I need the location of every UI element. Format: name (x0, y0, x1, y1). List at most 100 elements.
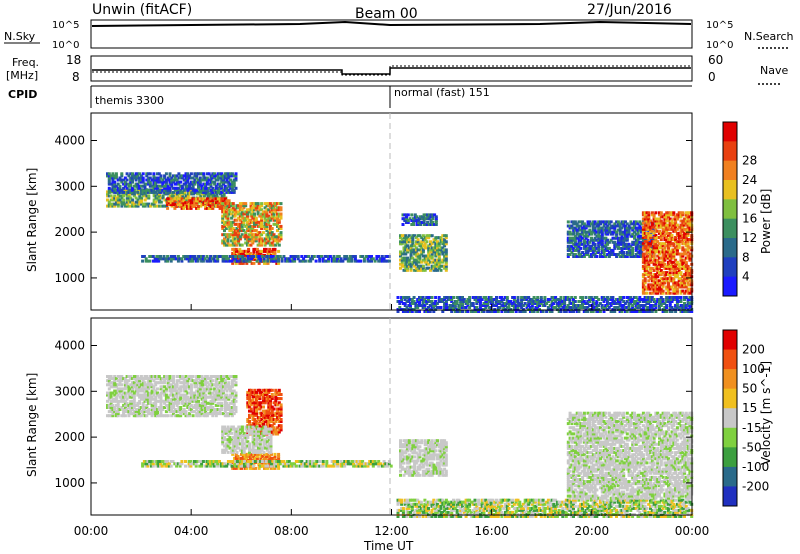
range-gate-cell (641, 289, 645, 293)
range-gate-cell (270, 231, 274, 235)
range-gate-cell (246, 212, 249, 216)
range-gate-cell (471, 296, 475, 299)
range-gate-cell (398, 300, 402, 303)
range-gate-cell (643, 300, 647, 303)
range-gate-cell (116, 375, 120, 378)
range-gate-cell (141, 176, 145, 180)
range-gate-cell (167, 197, 171, 201)
range-gate-cell (423, 260, 427, 264)
range-gate-cell (421, 296, 425, 299)
range-gate-cell (482, 302, 486, 305)
range-gate-cell (415, 215, 419, 219)
range-gate-cell (237, 255, 241, 258)
range-gate-cell (127, 412, 131, 416)
range-gate-cell (416, 248, 420, 252)
range-gate-cell (253, 237, 256, 241)
range-gate-cell (214, 186, 218, 190)
range-gate-cell (336, 257, 340, 261)
range-gate-cell (622, 232, 626, 236)
range-gate-cell (616, 220, 620, 224)
range-gate-cell (150, 389, 154, 393)
range-gate-cell (382, 257, 386, 261)
range-gate-cell (235, 222, 239, 226)
range-gate-cell (688, 223, 692, 227)
range-gate-cell (611, 230, 615, 234)
range-gate-cell (399, 242, 402, 246)
range-gate-cell (220, 194, 224, 198)
range-gate-cell (627, 224, 631, 228)
range-gate-cell (661, 221, 665, 225)
range-gate-cell (177, 391, 181, 395)
range-gate-cell (201, 255, 205, 258)
range-gate-cell (541, 304, 545, 307)
range-gate-cell (225, 259, 229, 263)
range-gate-cell (111, 196, 115, 200)
range-gate-cell (166, 255, 170, 258)
range-gate-cell (667, 291, 670, 295)
range-gate-cell (282, 255, 286, 258)
range-gate-cell (686, 264, 690, 268)
range-gate-cell (633, 222, 636, 226)
range-gate-cell (272, 214, 276, 218)
range-gate-cell (410, 302, 414, 305)
range-gate-cell (670, 266, 674, 270)
range-gate-cell (265, 233, 269, 237)
range-gate-cell (350, 259, 354, 263)
range-gate-cell (279, 235, 283, 239)
range-gate-cell (198, 255, 202, 258)
range-gate-cell (225, 257, 229, 261)
range-gate-cell (643, 219, 647, 223)
range-gate-cell (109, 408, 113, 411)
range-gate-cell (218, 203, 222, 207)
range-gate-cell (215, 197, 218, 201)
range-gate-cell (534, 306, 538, 309)
range-gate-cell (409, 262, 413, 266)
range-gate-cell (453, 304, 457, 307)
range-gate-cell (606, 253, 610, 256)
range-gate-cell (414, 240, 418, 244)
range-gate-cell (622, 253, 626, 256)
range-gate-cell (443, 238, 447, 242)
range-gate-cell (647, 271, 651, 275)
range-gate-cell (346, 259, 350, 263)
range-gate-cell (231, 235, 235, 239)
range-gate-cell (228, 243, 232, 247)
range-gate-cell (150, 184, 154, 188)
range-gate-cell (172, 174, 175, 178)
range-gate-cell (138, 196, 142, 200)
range-gate-cell (168, 174, 172, 178)
range-gate-cell (136, 200, 140, 204)
range-gate-cell (616, 236, 620, 240)
range-gate-cell (226, 237, 230, 241)
range-gate-cell (593, 302, 597, 305)
range-gate-cell (572, 310, 575, 313)
range-gate-cell (231, 220, 235, 224)
range-gate-cell (244, 216, 248, 220)
range-gate-cell (232, 257, 236, 261)
range-gate-cell (654, 238, 658, 242)
range-gate-cell (420, 250, 424, 254)
range-gate-cell (568, 310, 572, 313)
range-gate-cell (277, 227, 281, 230)
range-gate-cell (573, 306, 577, 309)
range-gate-cell (205, 259, 209, 263)
range-gate-cell (111, 381, 115, 385)
range-gate-cell (235, 210, 239, 214)
range-gate-cell (668, 242, 672, 246)
range-gate-cell (260, 237, 264, 241)
range-gate-cell (677, 269, 681, 272)
range-gate-cell (227, 188, 231, 192)
range-gate-cell (650, 211, 654, 215)
range-gate-cell (656, 240, 660, 244)
range-gate-cell (674, 246, 678, 250)
range-gate-cell (435, 306, 439, 309)
range-gate-cell (191, 255, 195, 258)
range-gate-cell (625, 310, 629, 313)
range-gate-cell (484, 306, 488, 309)
range-gate-cell (686, 291, 690, 295)
range-gate-cell (645, 256, 649, 260)
range-gate-cell (396, 300, 400, 303)
range-gate-cell (274, 239, 278, 243)
range-gate-cell (156, 381, 159, 385)
range-gate-cell (180, 259, 184, 263)
